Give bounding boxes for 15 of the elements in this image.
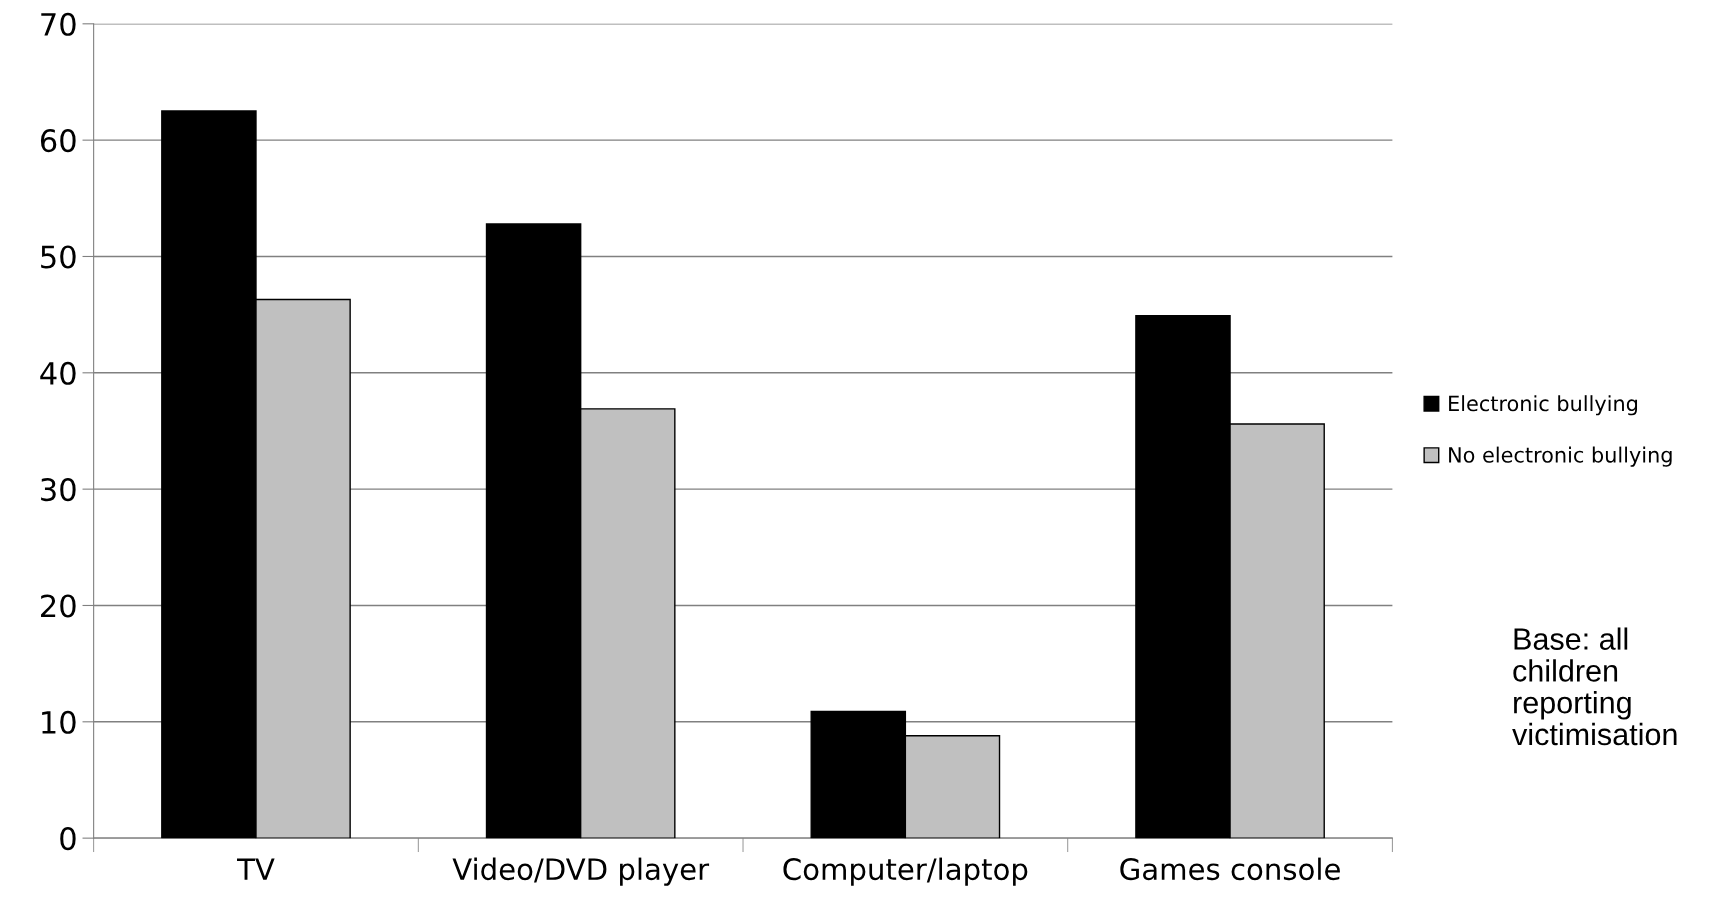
x-tick-label: Computer/laptop (783, 857, 1028, 886)
legend-label: No electronic bullying (1449, 446, 1672, 467)
y-tick-label: 20 (41, 594, 76, 618)
y-tick-label: 0 (60, 827, 76, 851)
y-tick-label: 10 (42, 710, 76, 734)
y-tick-label: 30 (41, 478, 76, 502)
x-tick-label: Games console (1120, 857, 1340, 881)
x-tick-label: Video/DVD player (452, 857, 710, 886)
x-tick-label: TV (237, 858, 275, 880)
y-tick-label: 60 (40, 129, 76, 153)
y-tick-label: 70 (41, 12, 76, 36)
y-tick-label: 40 (40, 361, 76, 385)
text: Base: all children reporting victimisation (1512, 627, 1677, 746)
legend-label: Electronic bullying (1449, 395, 1638, 416)
y-tick-label: 50 (41, 245, 76, 269)
